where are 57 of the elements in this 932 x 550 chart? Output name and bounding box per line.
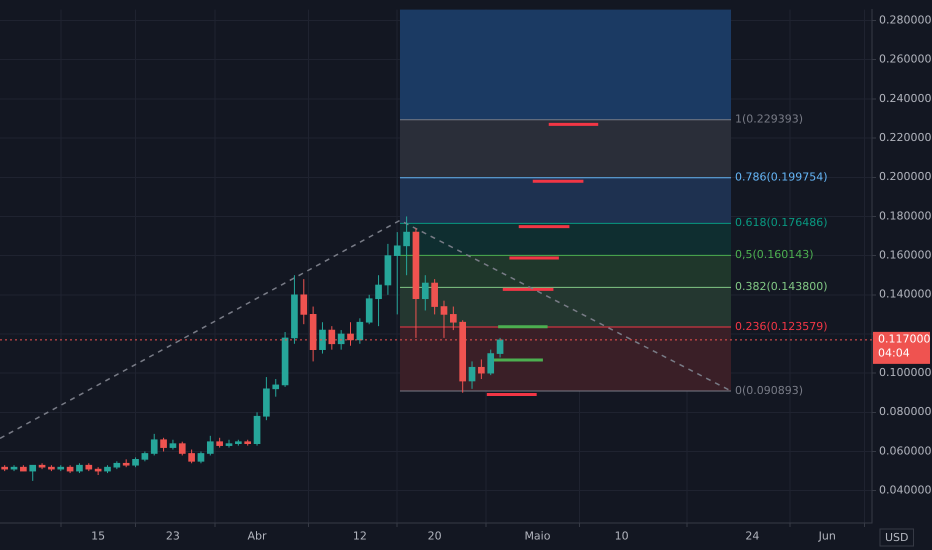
ref-line-label: 0.117000 04:04 bbox=[878, 332, 930, 360]
ref-line-label: 0(0.090893) bbox=[735, 384, 804, 397]
x-tick-label: 24 bbox=[745, 529, 760, 542]
x-tick-label: Maio bbox=[524, 529, 551, 542]
candlestick bbox=[198, 451, 204, 464]
ref-line-label: 0.786(0.199754) bbox=[735, 170, 828, 184]
candlestick bbox=[150, 433, 158, 456]
x-tick-label: 23 bbox=[166, 529, 180, 542]
candlestick bbox=[356, 318, 364, 344]
candlestick bbox=[375, 274, 382, 327]
candlestick bbox=[394, 232, 401, 315]
x-tick-label: 15 bbox=[91, 529, 106, 542]
candlestick bbox=[468, 360, 476, 390]
ref-line-label: 0.236(0.123579) bbox=[735, 320, 828, 333]
candlestick bbox=[216, 437, 223, 448]
ref-line-label: 1(0.229393) bbox=[735, 112, 804, 126]
candlestick bbox=[319, 322, 326, 354]
candlestick bbox=[450, 306, 457, 331]
candlestick bbox=[170, 439, 176, 450]
candlestick bbox=[178, 441, 186, 456]
y-tick-label: 0.280000 bbox=[879, 13, 932, 26]
candlestick bbox=[478, 358, 485, 380]
y-tick-label: 0.180000 bbox=[879, 209, 932, 222]
x-tick-label: Abr bbox=[248, 529, 268, 542]
candlestick bbox=[206, 435, 214, 456]
candlestick bbox=[496, 337, 504, 358]
y-tick-label: 0.200000 bbox=[879, 170, 932, 184]
y-tick-label: 0.040000 bbox=[879, 484, 932, 497]
ref-line-label: 0,5(0.160143) bbox=[735, 248, 814, 262]
candlestick bbox=[338, 330, 344, 350]
ref-line-label: 0.618(0.176486) bbox=[735, 216, 828, 230]
y-tick-label: 0.240000 bbox=[879, 92, 932, 105]
candlestick bbox=[300, 278, 308, 325]
x-tick-label: 12 bbox=[352, 529, 367, 542]
candlestick bbox=[76, 462, 83, 474]
candlestick bbox=[29, 464, 36, 482]
y-tick-label: 0.060000 bbox=[879, 444, 932, 458]
text: USD bbox=[885, 530, 909, 544]
y-tick-label: 0.080000 bbox=[879, 405, 932, 418]
candlestick bbox=[188, 449, 195, 464]
ref-line-label: 0.382(0.143800) bbox=[735, 280, 828, 294]
candlestick bbox=[142, 451, 148, 462]
candlestick bbox=[422, 274, 429, 311]
candlestick bbox=[403, 216, 410, 276]
y-tick-label: 0.140000 bbox=[879, 288, 932, 301]
x-tick-label: 10 bbox=[614, 529, 629, 542]
y-tick-label: 0.220000 bbox=[879, 130, 932, 144]
y-tick-label: 0.160000 bbox=[879, 248, 932, 262]
y-tick-label: 0.100000 bbox=[879, 366, 932, 380]
x-tick-label: 20 bbox=[428, 529, 442, 542]
candlestick bbox=[132, 456, 139, 468]
candlestick bbox=[487, 349, 494, 376]
candlestick bbox=[160, 437, 167, 452]
x-tick-label: Jun bbox=[818, 529, 836, 542]
y-tick-label: 0.260000 bbox=[879, 52, 932, 66]
candlestick bbox=[440, 300, 448, 338]
candlestick bbox=[272, 378, 280, 398]
